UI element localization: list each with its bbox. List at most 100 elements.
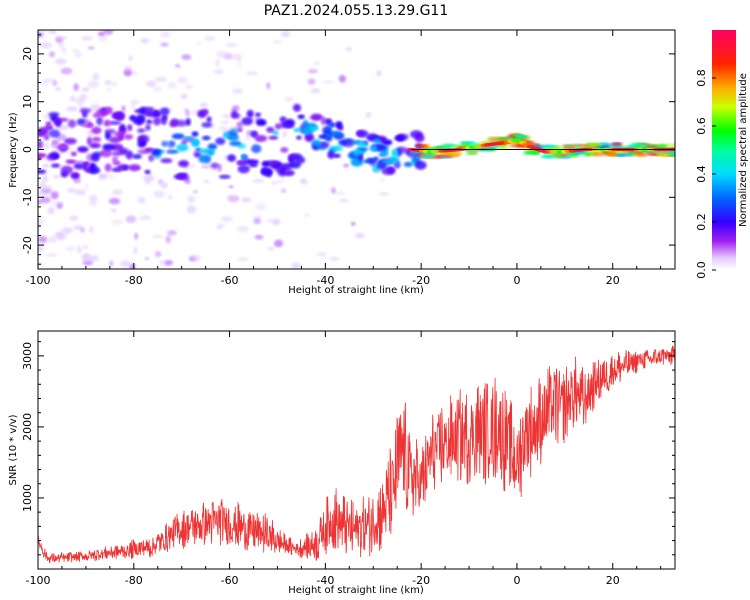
spectrogram-cell	[605, 152, 617, 156]
colorbar-tick-label: 0.0	[695, 261, 708, 279]
spectrogram-cell	[119, 123, 126, 132]
spectrogram-cell	[202, 109, 209, 115]
spectrogram-speckle	[107, 88, 112, 92]
spectrogram-speckle	[139, 215, 151, 221]
spectrogram-cell	[145, 111, 158, 118]
spectrogram-speckle	[354, 232, 365, 239]
spectrogram-cell	[38, 140, 43, 149]
spectrogram-cell	[148, 154, 155, 162]
spectrogram-speckle	[119, 260, 132, 268]
spectrogram-speckle	[111, 219, 124, 226]
spectrogram-speckle	[67, 187, 76, 193]
spectrogram-cell	[356, 130, 365, 137]
spectrogram-speckle	[378, 192, 389, 196]
spectrogram-cell	[137, 128, 146, 133]
spectrogram-speckle	[38, 236, 48, 243]
spectrogram-speckle	[102, 173, 115, 180]
spectrogram-speckle	[110, 208, 118, 213]
spectrogram-cell	[318, 134, 328, 139]
spectrogram-cell	[190, 138, 201, 148]
spectrogram-cell	[280, 121, 288, 127]
spectrogram-cell	[237, 127, 243, 133]
snr-x-tick-label: -40	[316, 574, 334, 587]
spectrogram-cell	[468, 150, 478, 154]
snr-y-tick-label: 1000	[21, 484, 34, 512]
spectrogram-speckle	[281, 188, 286, 193]
spectrogram-cell	[112, 156, 119, 164]
spectrogram-speckle	[61, 46, 67, 54]
spectrogram-cell	[227, 154, 237, 162]
colorbar-label: Normalized spectral amplitude	[738, 73, 749, 227]
spectrogram-x-tick-label: -80	[125, 274, 143, 287]
spectrogram-speckle	[310, 88, 321, 94]
spectrogram-speckle	[52, 174, 61, 179]
spectrogram-cell	[415, 144, 428, 148]
spectrogram-cell	[407, 150, 419, 159]
colorbar-tick-label: 0.2	[695, 213, 708, 231]
snr-y-tick-label: 2000	[21, 413, 34, 441]
spectrogram-cell	[201, 122, 212, 128]
spectrogram-speckle	[61, 227, 70, 235]
spectrogram-cell	[540, 144, 556, 148]
spectrogram-cell	[303, 119, 309, 129]
spectrogram-speckle	[201, 165, 211, 169]
spectrogram-speckle	[146, 80, 156, 87]
spectrogram-speckle	[58, 36, 68, 40]
spectrogram-cell	[255, 112, 261, 118]
spectrogram-cell	[132, 117, 145, 125]
spectrogram-speckle	[167, 82, 177, 89]
spectrogram-cell	[497, 137, 506, 141]
spectrogram-speckle	[51, 201, 63, 207]
spectrogram-speckle	[38, 183, 45, 187]
spectrogram-speckle	[68, 215, 79, 221]
spectrogram-speckle	[343, 163, 349, 168]
spectrogram-speckle	[98, 35, 108, 42]
spectrogram-cell	[53, 153, 60, 159]
spectrogram-speckle	[58, 41, 64, 48]
spectrogram-speckle	[88, 46, 95, 50]
spectrogram-cell	[229, 140, 242, 147]
spectrogram-speckle	[109, 260, 114, 267]
spectrogram-cell	[162, 114, 168, 120]
spectrogram-cell	[251, 144, 262, 154]
spectrogram-cell	[145, 124, 151, 131]
spectrogram-cell	[237, 164, 250, 174]
spectrogram-cell	[48, 129, 61, 138]
spectrogram-speckle	[227, 195, 240, 203]
spectrogram-cell	[616, 153, 634, 157]
spectrogram-speckle	[160, 31, 171, 38]
spectrogram-speckle	[379, 178, 385, 182]
spectrogram-speckle	[323, 80, 334, 84]
snr-x-tick-label: 20	[606, 574, 620, 587]
spectrogram-speckle	[56, 233, 67, 241]
spectrogram-speckle	[43, 142, 50, 150]
spectrogram-cell	[328, 130, 341, 137]
spectrogram-cell	[89, 142, 101, 149]
spectrogram-speckle	[75, 97, 85, 106]
spectrogram-cell	[592, 152, 608, 157]
snr-series-line	[38, 345, 675, 563]
spectrogram-x-tick-label: -20	[412, 274, 430, 287]
spectrogram-cell	[414, 160, 427, 170]
spectrogram-speckle	[241, 197, 252, 203]
spectrogram-cell	[241, 117, 253, 126]
spectrogram-cell	[108, 120, 122, 125]
spectrogram-cell	[117, 164, 130, 171]
spectrogram-y-tick-label: 0	[21, 146, 34, 153]
snr-x-tick-label: -80	[125, 574, 143, 587]
colorbar-ticks: 0.0 0.2 0.4 0.6 0.8	[695, 69, 716, 279]
spectrogram-cell	[386, 167, 396, 175]
spectrogram-speckle	[143, 175, 155, 182]
spectrogram-cell	[142, 106, 155, 112]
spectrogram-cell	[289, 161, 302, 169]
spectrogram-cell	[248, 162, 258, 168]
spectrogram-speckle	[228, 185, 234, 189]
spectrogram-speckle	[267, 218, 273, 223]
spectrogram-cell	[128, 164, 141, 172]
spectrogram-cell	[377, 162, 386, 170]
spectrogram-cell	[104, 163, 112, 172]
spectrogram-cell	[442, 143, 456, 147]
spectrogram-cell	[391, 148, 398, 158]
spectrogram-cell	[159, 107, 170, 116]
